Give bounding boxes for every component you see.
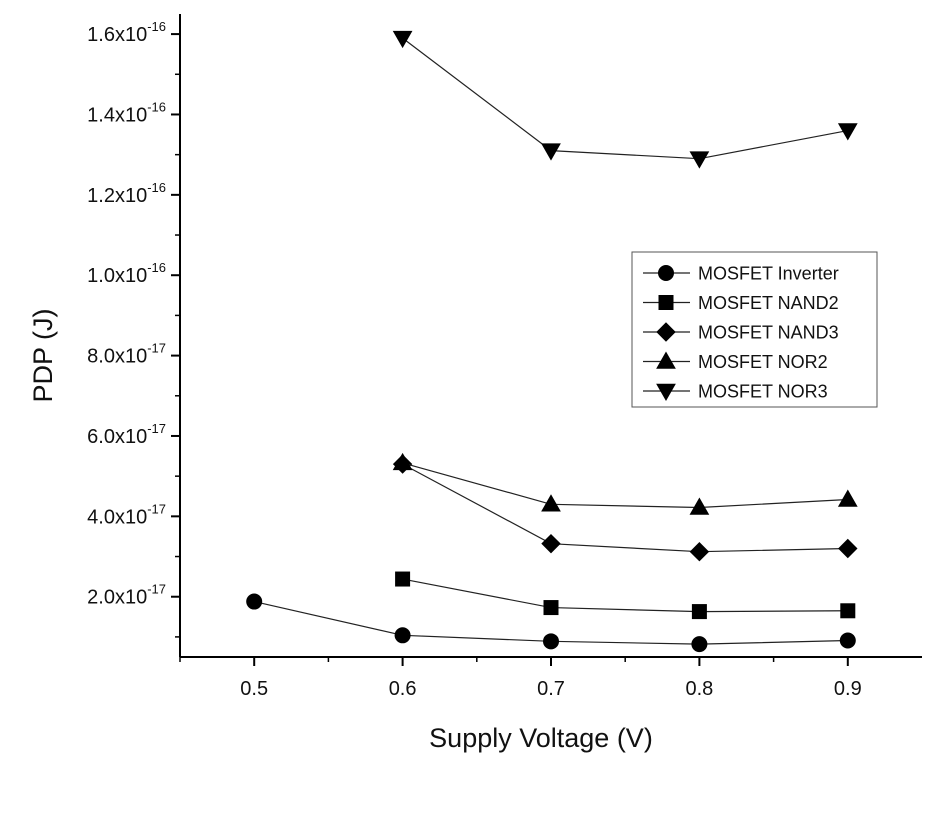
y-tick-label: 1.6x10-16 (87, 19, 166, 46)
series-line (402, 463, 848, 553)
legend-item: MOSFET NOR3 (643, 382, 828, 402)
data-point-triangle-up (837, 489, 858, 507)
data-point-circle (839, 632, 856, 649)
series-line (402, 37, 848, 160)
series-line (402, 462, 848, 509)
data-point-square (691, 604, 707, 620)
data-point-triangle-down (689, 151, 710, 169)
data-point-circle (246, 593, 263, 610)
legend-label: MOSFET NAND2 (698, 293, 839, 313)
data-point-diamond (541, 533, 561, 554)
data-point-circle (394, 627, 411, 644)
x-tick-label: 0.8 (685, 678, 713, 700)
x-axis-title: Supply Voltage (V) (429, 723, 653, 753)
series-diamond (392, 454, 858, 562)
series-line (402, 578, 848, 613)
data-point-triangle-down (837, 123, 858, 141)
legend-label: MOSFET NAND3 (698, 323, 839, 343)
series-triangle-down (392, 30, 858, 169)
legend-item: MOSFET Inverter (643, 264, 839, 284)
data-point-triangle-up (689, 497, 710, 515)
data-point-circle (543, 633, 559, 650)
series-circle (246, 593, 856, 653)
legend-marker-diamond (656, 322, 676, 342)
axes: 2.0x10-17 4.0x10-17 6.0x10-17 8.0x10-17 1.0x… (87, 14, 922, 700)
series-group (246, 30, 858, 653)
x-tick-label: 0.9 (834, 678, 862, 700)
y-tick-label: 2.0x10-17 (87, 582, 166, 609)
legend-label: MOSFET NOR2 (698, 352, 828, 372)
y-tick-label: 4.0x10-17 (87, 501, 166, 528)
legend-label: MOSFET Inverter (698, 264, 839, 284)
legend: MOSFET Inverter MOSFET NAND2 MOSFET NAND3 M… (631, 251, 878, 408)
y-tick-label: 1.4x10-16 (87, 99, 166, 126)
data-point-square (395, 571, 411, 587)
series-square (395, 571, 856, 620)
data-point-diamond (689, 542, 710, 562)
y-tick-label: 8.0x10-17 (87, 341, 166, 368)
y-tick-label: 6.0x10-17 (87, 421, 166, 448)
y-tick-label: 1.2x10-16 (87, 180, 166, 207)
legend-item: MOSFET NOR2 (643, 351, 828, 372)
data-point-triangle-down (392, 30, 413, 49)
data-point-diamond (838, 538, 858, 559)
x-tick-label: 0.6 (389, 678, 417, 700)
legend-marker-triangle-down (656, 383, 676, 402)
legend-item: MOSFET NAND3 (643, 322, 839, 343)
y-axis-title: PDP (J) (28, 308, 58, 402)
legend-label: MOSFET NOR3 (698, 382, 828, 402)
data-point-circle (691, 636, 708, 653)
x-tick-label: 0.7 (537, 678, 565, 700)
legend-marker-circle (658, 265, 674, 281)
data-point-triangle-up (392, 452, 413, 471)
x-tick-label: 0.5 (240, 678, 268, 700)
series-triangle-up (392, 452, 858, 515)
y-tick-label: 1.0x10-16 (87, 260, 166, 287)
data-point-square (543, 600, 559, 616)
legend-marker-square (658, 295, 674, 310)
legend-marker-triangle-up (656, 351, 676, 369)
data-point-square (840, 603, 856, 619)
legend-item: MOSFET NAND2 (643, 293, 839, 313)
data-point-triangle-up (541, 494, 561, 512)
data-point-triangle-down (541, 143, 561, 161)
